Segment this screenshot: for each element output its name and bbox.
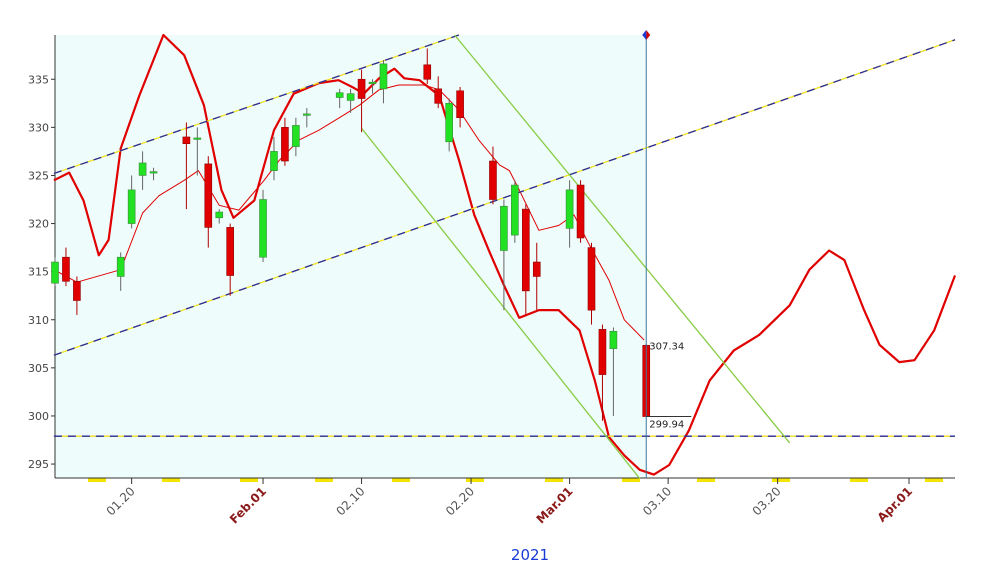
candle-body [346, 93, 355, 101]
candle-body [565, 189, 574, 229]
candle-body [335, 92, 344, 98]
current-marker [642, 30, 647, 40]
candle-body [445, 103, 453, 143]
candle-body [598, 329, 607, 375]
candle-body [511, 184, 519, 236]
candle-body [368, 81, 377, 84]
x-axis-label: 2021 [511, 546, 549, 564]
candle-body [434, 88, 443, 104]
y-tick-label: 300 [28, 410, 49, 423]
candle-body [182, 136, 191, 145]
y-tick-label: 320 [28, 218, 49, 231]
price-label: 307.34 [649, 341, 684, 352]
candle-body [357, 78, 366, 99]
price-label: 299.94 [649, 420, 684, 431]
week-markers [88, 478, 943, 482]
candle-body [456, 90, 464, 119]
candle-body [204, 163, 213, 228]
line [53, 33, 957, 476]
candle-body [609, 330, 618, 349]
y-tick-label: 330 [28, 121, 49, 134]
y-tick-label: 305 [28, 362, 49, 375]
candle-body [259, 199, 267, 258]
candle-body [73, 280, 81, 301]
y-tick-label: 310 [28, 314, 49, 327]
y-tick-label: 325 [28, 169, 49, 182]
candle-body [379, 63, 388, 90]
line [361, 127, 641, 479]
trend-line-dash [53, 39, 956, 356]
candle-body [303, 113, 311, 116]
candle-body [576, 184, 585, 239]
candle-body [532, 261, 541, 277]
line [53, 84, 645, 341]
current-marker [646, 30, 651, 40]
candle-body [270, 151, 278, 171]
candle-body [587, 247, 596, 311]
candle-body [51, 261, 59, 284]
candle-body [149, 171, 158, 174]
line [454, 34, 791, 444]
candle-body [193, 137, 202, 140]
candle-body [138, 162, 147, 176]
candle-body [215, 211, 224, 219]
trend-line-dash [53, 34, 460, 175]
candle-body [281, 127, 289, 162]
candle-body [292, 125, 300, 147]
candle-body [489, 160, 497, 200]
candle-body [500, 205, 508, 251]
y-tick-label: 335 [28, 73, 49, 86]
candle-body [62, 256, 70, 282]
y-tick-label: 295 [28, 458, 49, 471]
candle-body [423, 64, 432, 80]
candle-body [127, 189, 136, 224]
candle-body [522, 208, 530, 292]
candle-body [226, 227, 234, 276]
y-tick-label: 315 [28, 266, 49, 279]
candle-body [116, 256, 125, 277]
